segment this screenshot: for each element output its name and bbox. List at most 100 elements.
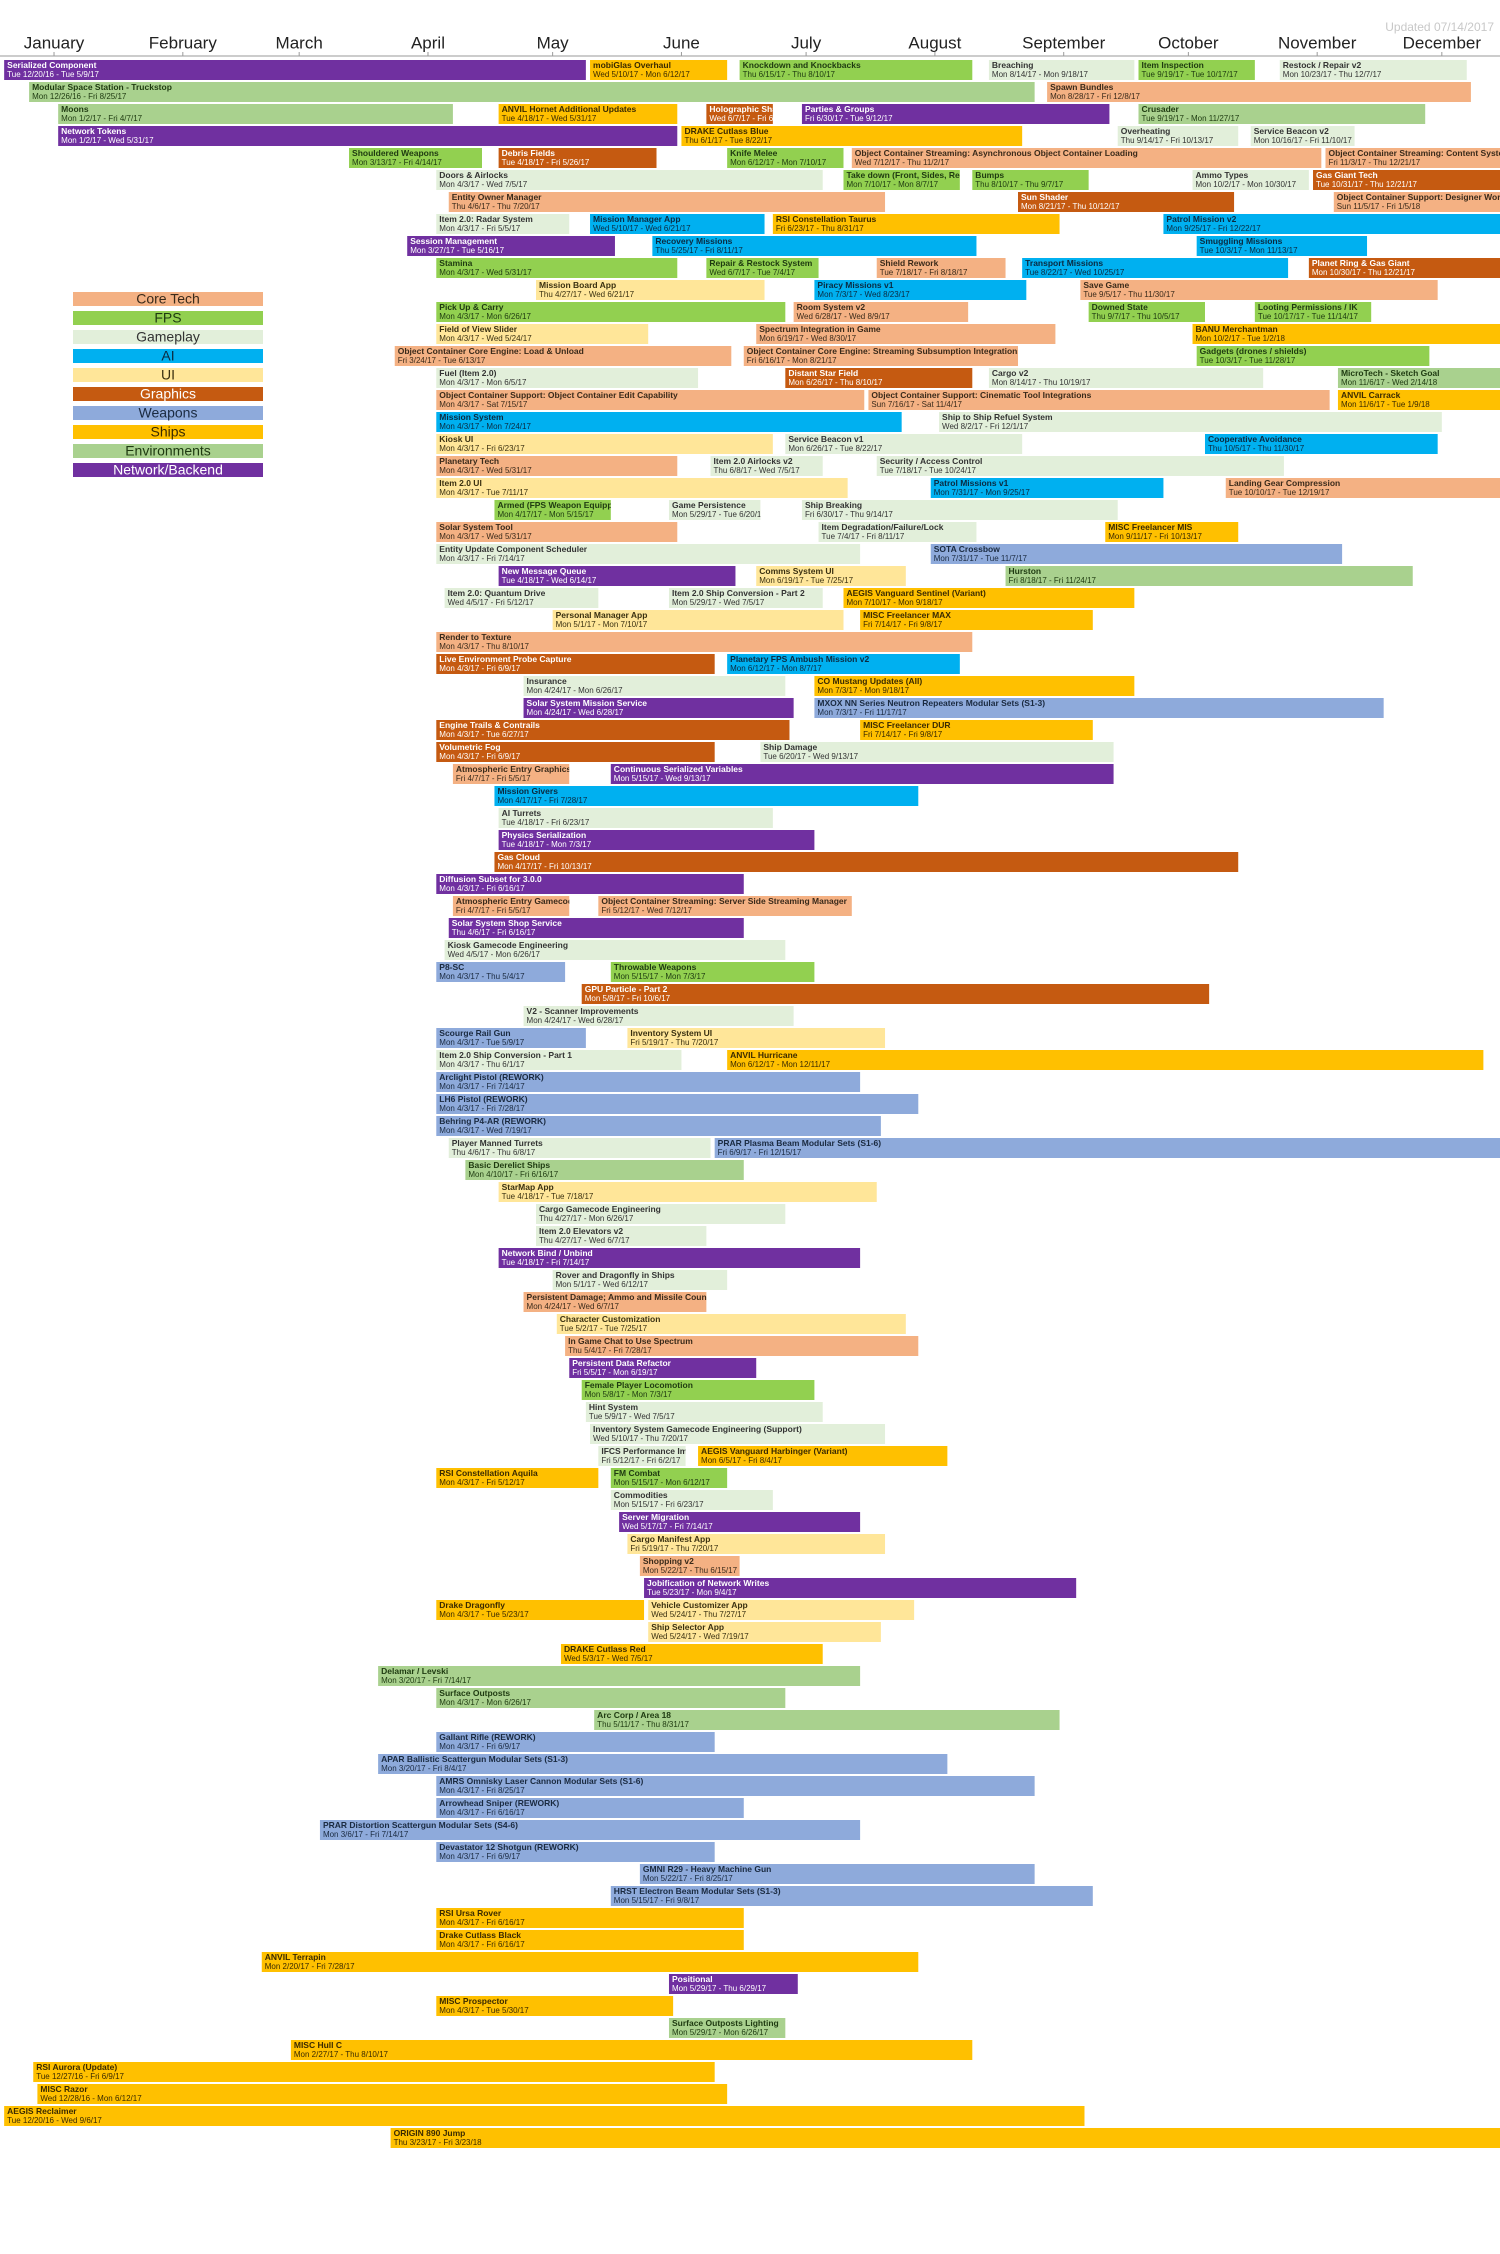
legend-swatch xyxy=(73,349,263,363)
task-bar xyxy=(851,148,1322,168)
task-dates: Tue 10/3/17 - Mon 11/13/17 xyxy=(1200,246,1298,255)
task-dates: Tue 12/20/16 - Tue 5/9/17 xyxy=(7,70,99,79)
task-dates: Mon 4/3/17 - Fri 8/25/17 xyxy=(439,1786,525,1795)
task-name: Surface Outposts Lighting xyxy=(672,2018,779,2028)
task-bar xyxy=(814,698,1384,718)
task-name: StarMap App xyxy=(502,1182,554,1192)
task-name: New Message Queue xyxy=(502,566,587,576)
task-name: Render to Texture xyxy=(439,632,511,642)
task-name: Downed State xyxy=(1092,302,1148,312)
task-bar xyxy=(627,1534,886,1554)
task-bar xyxy=(814,280,1027,300)
task-dates: Tue 10/3/17 - Tue 11/28/17 xyxy=(1200,356,1296,365)
task-dates: Thu 6/8/17 - Wed 7/5/17 xyxy=(714,466,801,475)
task-dates: Mon 7/3/17 - Fri 11/17/17 xyxy=(817,708,907,717)
legend-swatch xyxy=(73,406,263,420)
legend-label: AI xyxy=(161,348,174,364)
task-name: Object Container Streaming: Content Syst… xyxy=(1328,148,1500,158)
task-bar xyxy=(590,214,765,234)
task-dates: Mon 6/26/17 - Tue 8/22/17 xyxy=(788,444,882,453)
task-dates: Mon 4/24/17 - Wed 6/28/17 xyxy=(527,708,624,717)
task-name: Patrol Mission v2 xyxy=(1166,214,1236,224)
task-bar xyxy=(436,1600,645,1620)
task-bar xyxy=(1138,104,1426,124)
task-bar xyxy=(436,742,715,762)
task-bar xyxy=(714,1138,1500,1158)
task-dates: Mon 7/3/17 - Wed 8/23/17 xyxy=(817,290,910,299)
task-name: Solar System Mission Service xyxy=(527,698,648,708)
task-name: Object Container Streaming: Server Side … xyxy=(601,896,847,906)
task-dates: Mon 5/8/17 - Mon 7/3/17 xyxy=(585,1390,673,1399)
task-name: Piracy Missions v1 xyxy=(817,280,893,290)
task-dates: Mon 3/13/17 - Fri 4/14/17 xyxy=(352,158,442,167)
task-bar xyxy=(552,610,844,630)
task-dates: Tue 4/18/17 - Mon 7/3/17 xyxy=(502,840,592,849)
task-name: Planet Ring & Gas Giant xyxy=(1312,258,1410,268)
task-bar xyxy=(29,82,1035,102)
task-name: Cooperative Avoidance xyxy=(1208,434,1302,444)
legend-label: Graphics xyxy=(140,386,196,402)
task-bar xyxy=(1313,170,1500,190)
task-dates: Tue 12/27/16 - Fri 6/9/17 xyxy=(36,2072,124,2081)
task-name: MicroTech - Sketch Goal xyxy=(1341,368,1440,378)
task-bar xyxy=(1018,192,1235,212)
task-name: Rover and Dragonfly in Ships xyxy=(556,1270,675,1280)
task-dates: Thu 4/27/17 - Wed 6/21/17 xyxy=(539,290,635,299)
task-bar xyxy=(706,258,819,278)
task-dates: Fri 4/7/17 - Fri 5/5/17 xyxy=(456,774,531,783)
task-name: Positional xyxy=(672,1974,713,1984)
task-bar xyxy=(436,522,678,542)
task-bar xyxy=(1105,522,1239,542)
task-name: GPU Particle - Part 2 xyxy=(585,984,668,994)
task-dates: Mon 4/17/17 - Fri 10/13/17 xyxy=(497,862,592,871)
task-dates: Mon 7/10/17 - Mon 9/18/17 xyxy=(846,598,943,607)
task-name: MISC Freelancer MIS xyxy=(1108,522,1192,532)
task-dates: Mon 3/20/17 - Fri 8/4/17 xyxy=(381,1764,467,1773)
task-bar xyxy=(785,368,973,388)
task-dates: Mon 5/15/17 - Mon 6/12/17 xyxy=(614,1478,711,1487)
task-dates: Mon 6/26/17 - Thu 8/10/17 xyxy=(788,378,883,387)
task-name: Cargo Manifest App xyxy=(630,1534,710,1544)
task-dates: Tue 5/23/17 - Mon 9/4/17 xyxy=(647,1588,737,1597)
task-label-box: Take down (Front, Sides, Rear)Mon 7/10/1… xyxy=(846,170,959,189)
task-label-box: AMRS Omnisky Laser Cannon Modular Sets (… xyxy=(439,1776,643,1795)
task-dates: Mon 4/3/17 - Fri 5/12/17 xyxy=(439,1478,525,1487)
task-name: Drake Dragonfly xyxy=(439,1600,505,1610)
x-tick-label: March xyxy=(276,33,323,52)
task-label-box: Arrowhead Sniper (REWORK)Mon 4/3/17 - Fr… xyxy=(439,1798,559,1817)
task-bar xyxy=(436,1094,919,1114)
task-bar xyxy=(448,192,886,212)
task-name: Recovery Missions xyxy=(655,236,732,246)
task-label-box: Object Container Streaming: Content Syst… xyxy=(1328,148,1500,167)
task-dates: Mon 3/27/17 - Tue 5/16/17 xyxy=(410,246,504,255)
task-dates: Tue 10/10/17 - Tue 12/19/17 xyxy=(1229,488,1330,497)
task-bar xyxy=(988,368,1264,388)
task-name: PRAR Distortion Scattergun Modular Sets … xyxy=(323,1820,518,1830)
task-name: Knife Melee xyxy=(730,148,778,158)
task-bar xyxy=(818,522,977,542)
task-bar xyxy=(436,214,570,234)
